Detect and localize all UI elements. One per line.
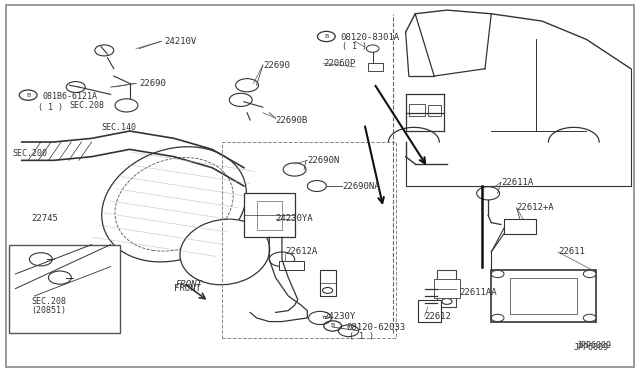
Circle shape [583, 270, 596, 278]
Text: SEC.140: SEC.140 [101, 123, 136, 132]
Ellipse shape [102, 147, 246, 262]
Text: SEC.200: SEC.200 [12, 148, 47, 157]
Circle shape [49, 271, 71, 284]
Text: 22611AA: 22611AA [460, 288, 497, 297]
Bar [434, 279, 460, 298]
Circle shape [66, 81, 85, 93]
Circle shape [229, 93, 252, 106]
Circle shape [269, 252, 294, 267]
Circle shape [442, 298, 452, 304]
Circle shape [284, 163, 306, 176]
Bar [244, 193, 294, 237]
Circle shape [308, 311, 332, 324]
Text: FRONT: FRONT [175, 280, 202, 289]
Text: JPP6009: JPP6009 [574, 343, 609, 352]
Text: 22612A: 22612A [285, 247, 317, 256]
Text: 08120-8301A: 08120-8301A [340, 33, 399, 42]
Circle shape [323, 288, 333, 294]
Text: 22690B: 22690B [276, 116, 308, 125]
Text: 22060P: 22060P [323, 59, 355, 68]
Bar [257, 201, 282, 230]
Text: SEC.208: SEC.208 [69, 101, 104, 110]
Text: 22612+A: 22612+A [516, 203, 554, 212]
Text: ( 1 ): ( 1 ) [342, 42, 367, 51]
Circle shape [339, 325, 358, 337]
Circle shape [95, 45, 114, 56]
Text: 22690N: 22690N [307, 156, 340, 165]
Text: 24230YA: 24230YA [276, 215, 313, 224]
Text: 22690: 22690 [139, 79, 166, 88]
Text: 22611A: 22611A [501, 178, 533, 187]
Text: 081B6-6121A: 081B6-6121A [42, 92, 97, 101]
Circle shape [492, 270, 504, 278]
Circle shape [477, 187, 500, 200]
Circle shape [236, 78, 259, 92]
Text: SEC.208: SEC.208 [31, 297, 67, 306]
Text: 22611: 22611 [558, 247, 585, 256]
Text: 24210V: 24210V [164, 37, 197, 46]
Text: ( 1 ): ( 1 ) [349, 332, 374, 341]
Bar [437, 270, 456, 307]
Bar [9, 245, 120, 333]
Bar [504, 219, 536, 234]
Bar [492, 270, 596, 321]
Ellipse shape [180, 219, 269, 285]
Text: 08120-62033: 08120-62033 [347, 323, 406, 331]
Text: 22690NA: 22690NA [342, 182, 380, 190]
Text: (20851): (20851) [31, 306, 67, 315]
Bar [428, 105, 440, 116]
Text: JPP6009: JPP6009 [577, 341, 612, 350]
Circle shape [115, 99, 138, 112]
Bar [419, 299, 440, 321]
Bar [510, 278, 577, 314]
Circle shape [583, 314, 596, 321]
Circle shape [492, 314, 504, 321]
Text: B: B [331, 324, 335, 328]
Text: B: B [26, 93, 30, 97]
Text: 22612: 22612 [425, 312, 452, 321]
Bar [409, 103, 425, 116]
Text: 22690: 22690 [263, 61, 290, 70]
Text: FRONT: FRONT [174, 284, 201, 293]
Bar [367, 63, 383, 71]
Bar [320, 270, 336, 296]
Bar [279, 261, 304, 270]
Circle shape [307, 180, 326, 192]
Text: ( 1 ): ( 1 ) [38, 103, 63, 112]
Ellipse shape [115, 157, 233, 251]
Text: 22745: 22745 [31, 215, 58, 224]
Text: B: B [324, 34, 328, 39]
Circle shape [366, 45, 379, 52]
Circle shape [29, 253, 52, 266]
Text: 24230Y: 24230Y [323, 312, 355, 321]
